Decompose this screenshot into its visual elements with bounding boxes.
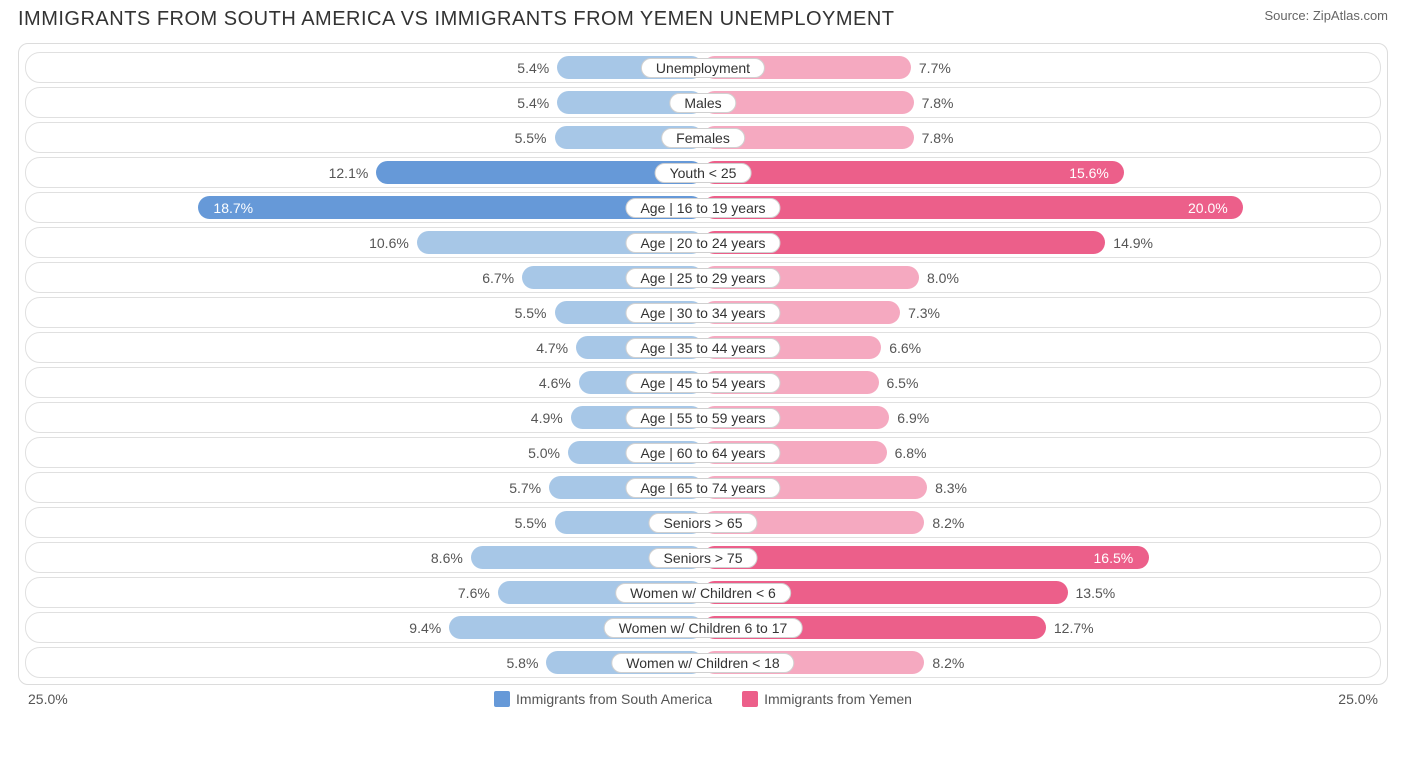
value-label-left: 5.0% (528, 445, 560, 461)
category-label: Age | 16 to 19 years (625, 198, 780, 218)
value-label-right: 6.6% (889, 340, 921, 356)
page-title: IMMIGRANTS FROM SOUTH AMERICA VS IMMIGRA… (18, 8, 895, 31)
category-label: Age | 45 to 54 years (625, 373, 780, 393)
category-label: Youth < 25 (655, 163, 752, 183)
value-label-left: 5.4% (517, 95, 549, 111)
value-label-right: 6.8% (895, 445, 927, 461)
value-label-left: 4.9% (531, 410, 563, 426)
chart-row: 9.4% 12.7% Women w/ Children 6 to 17 (25, 612, 1381, 643)
legend-item-right: Immigrants from Yemen (742, 691, 912, 707)
value-label-left: 18.7% (213, 200, 253, 216)
legend-swatch-left (494, 691, 510, 707)
value-label-right: 7.3% (908, 305, 940, 321)
value-label-right: 8.2% (932, 515, 964, 531)
chart-row: 10.6% 14.9% Age | 20 to 24 years (25, 227, 1381, 258)
source-attribution: Source: ZipAtlas.com (1264, 8, 1388, 23)
value-label-right: 6.9% (897, 410, 929, 426)
axis-max-right: 25.0% (1338, 691, 1378, 707)
chart-row: 12.1% 15.6% Youth < 25 (25, 157, 1381, 188)
legend-swatch-right (742, 691, 758, 707)
chart-row: 4.6% 6.5% Age | 45 to 54 years (25, 367, 1381, 398)
category-label: Age | 60 to 64 years (625, 443, 780, 463)
chart-row: 5.0% 6.8% Age | 60 to 64 years (25, 437, 1381, 468)
chart-row: 6.7% 8.0% Age | 25 to 29 years (25, 262, 1381, 293)
value-label-right: 14.9% (1113, 235, 1153, 251)
category-label: Women w/ Children < 6 (615, 583, 791, 603)
legend-row: 25.0% Immigrants from South America Immi… (0, 685, 1406, 707)
category-label: Age | 35 to 44 years (625, 338, 780, 358)
value-label-left: 5.5% (515, 305, 547, 321)
legend-label-left: Immigrants from South America (516, 691, 712, 707)
value-label-left: 5.7% (509, 480, 541, 496)
value-label-left: 5.8% (506, 655, 538, 671)
value-label-left: 4.6% (539, 375, 571, 391)
value-label-left: 9.4% (409, 620, 441, 636)
value-label-right: 20.0% (1188, 200, 1228, 216)
chart-row: 7.6% 13.5% Women w/ Children < 6 (25, 577, 1381, 608)
value-label-right: 13.5% (1076, 585, 1116, 601)
value-label-right: 7.8% (922, 130, 954, 146)
chart-row: 18.7% 20.0% Age | 16 to 19 years (25, 192, 1381, 223)
category-label: Age | 30 to 34 years (625, 303, 780, 323)
chart-row: 4.9% 6.9% Age | 55 to 59 years (25, 402, 1381, 433)
category-label: Age | 20 to 24 years (625, 233, 780, 253)
value-label-left: 12.1% (329, 165, 369, 181)
value-label-right: 15.6% (1069, 165, 1109, 181)
bar-right (703, 161, 1124, 184)
value-label-left: 5.5% (515, 130, 547, 146)
chart-row: 5.4% 7.7% Unemployment (25, 52, 1381, 83)
category-label: Age | 25 to 29 years (625, 268, 780, 288)
chart-row: 5.5% 7.8% Females (25, 122, 1381, 153)
value-label-left: 6.7% (482, 270, 514, 286)
chart-row: 5.8% 8.2% Women w/ Children < 18 (25, 647, 1381, 678)
category-label: Women w/ Children 6 to 17 (604, 618, 803, 638)
bar-right (703, 196, 1243, 219)
category-label: Females (661, 128, 745, 148)
category-label: Age | 65 to 74 years (625, 478, 780, 498)
value-label-right: 7.7% (919, 60, 951, 76)
value-label-left: 7.6% (458, 585, 490, 601)
category-label: Males (669, 93, 736, 113)
chart-row: 4.7% 6.6% Age | 35 to 44 years (25, 332, 1381, 363)
axis-max-left: 25.0% (28, 691, 68, 707)
value-label-right: 7.8% (922, 95, 954, 111)
value-label-right: 8.0% (927, 270, 959, 286)
value-label-left: 4.7% (536, 340, 568, 356)
category-label: Seniors > 75 (649, 548, 758, 568)
value-label-right: 8.3% (935, 480, 967, 496)
value-label-right: 8.2% (932, 655, 964, 671)
value-label-left: 10.6% (369, 235, 409, 251)
value-label-right: 12.7% (1054, 620, 1094, 636)
category-label: Women w/ Children < 18 (611, 653, 794, 673)
chart-row: 8.6% 16.5% Seniors > 75 (25, 542, 1381, 573)
category-label: Seniors > 65 (649, 513, 758, 533)
chart-row: 5.7% 8.3% Age | 65 to 74 years (25, 472, 1381, 503)
value-label-left: 5.5% (515, 515, 547, 531)
value-label-right: 16.5% (1094, 550, 1134, 566)
value-label-left: 5.4% (517, 60, 549, 76)
chart-row: 5.4% 7.8% Males (25, 87, 1381, 118)
legend-label-right: Immigrants from Yemen (764, 691, 912, 707)
diverging-bar-chart: 5.4% 7.7% Unemployment 5.4% 7.8% Males 5.5% 7.8… (18, 43, 1388, 685)
legend-item-left: Immigrants from South America (494, 691, 712, 707)
bar-right (703, 546, 1149, 569)
value-label-left: 8.6% (431, 550, 463, 566)
category-label: Age | 55 to 59 years (625, 408, 780, 428)
chart-row: 5.5% 7.3% Age | 30 to 34 years (25, 297, 1381, 328)
value-label-right: 6.5% (887, 375, 919, 391)
chart-row: 5.5% 8.2% Seniors > 65 (25, 507, 1381, 538)
category-label: Unemployment (641, 58, 765, 78)
